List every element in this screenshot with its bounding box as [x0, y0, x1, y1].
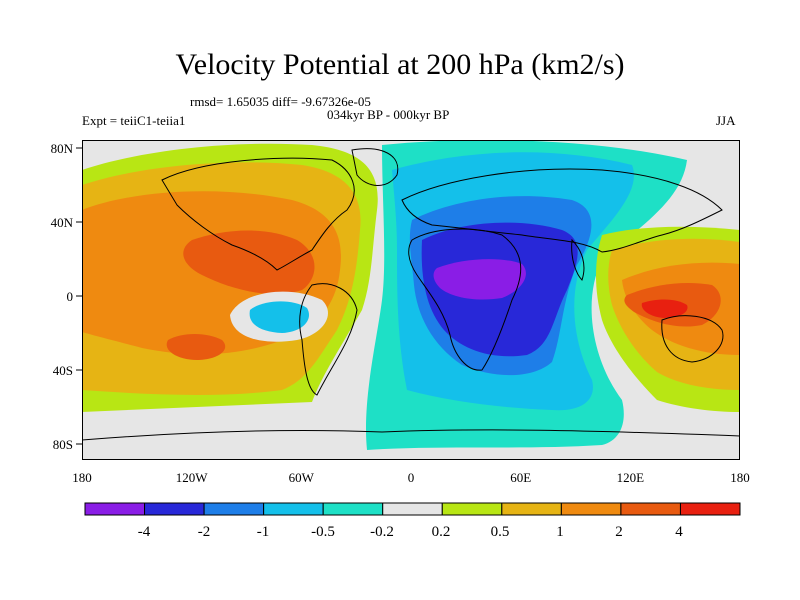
contour-east-4: [433, 259, 526, 300]
lon-axis: 180 120W 60W 0 60E 120E 180: [72, 470, 750, 485]
colorbar-swatch: [620, 502, 681, 516]
lat-label: 40S: [53, 363, 73, 378]
colorbar-label: -4: [138, 524, 151, 540]
colorbar-label: -0.5: [311, 524, 335, 540]
experiment-label: Expt = teiiC1-teiia1: [82, 113, 186, 128]
velocity-potential-map: [82, 140, 740, 460]
colorbar-label: 4: [675, 524, 683, 540]
map-frame: [82, 140, 740, 460]
colorbar-label: 0.5: [491, 524, 510, 540]
coastlines: [82, 148, 740, 441]
contour-west-2b: [166, 334, 226, 360]
season-label: JJA: [716, 113, 736, 128]
colorbar-label: 1: [556, 524, 564, 540]
lon-label: 120E: [617, 470, 645, 485]
lon-label: 60W: [289, 470, 315, 485]
colorbar-swatch: [84, 502, 146, 516]
plot-title: Velocity Potential at 200 hPa (km2/s): [175, 48, 625, 81]
colorbar-swatch: [679, 502, 741, 516]
lat-label: 0: [67, 289, 74, 304]
contour-west-2: [183, 230, 315, 295]
colorbar-swatch: [560, 502, 622, 516]
colorbar-label: -2: [198, 524, 211, 540]
lon-label: 180: [730, 470, 750, 485]
colorbar-swatch: [203, 502, 265, 516]
map-panel: [82, 140, 740, 460]
lat-label: 40N: [51, 215, 74, 230]
colorbar: [84, 502, 741, 516]
colorbar-swatch: [382, 502, 443, 516]
colorbar-swatch: [501, 502, 562, 516]
period-label: 034kyr BP - 000kyr BP: [327, 107, 450, 122]
stats-text: rmsd= 1.65035 diff= -9.67326e-05: [190, 94, 371, 109]
lon-label: 180: [72, 470, 92, 485]
colorbar-label: 0.2: [432, 524, 451, 540]
lat-label: 80N: [51, 141, 74, 156]
lon-label: 0: [408, 470, 415, 485]
colorbar-labels: -4 -2 -1 -0.5 -0.2 0.2 0.5 1 2 4: [138, 524, 684, 540]
lat-label: 80S: [53, 437, 73, 452]
colorbar-swatch: [441, 502, 503, 516]
colorbar-swatch: [144, 502, 205, 516]
lon-label: 60E: [510, 470, 531, 485]
colorbar-swatch: [263, 502, 324, 516]
colorbar-label: -1: [257, 524, 270, 540]
colorbar-swatch: [322, 502, 384, 516]
colorbar-label: -0.2: [370, 524, 394, 540]
lon-label: 120W: [176, 470, 209, 485]
contour-sa-cool-0.5: [249, 301, 310, 333]
contour-pacific-4: [641, 299, 688, 318]
lat-axis: 80N 40N 0 40S 80S: [51, 141, 82, 452]
colorbar-label: 2: [615, 524, 623, 540]
